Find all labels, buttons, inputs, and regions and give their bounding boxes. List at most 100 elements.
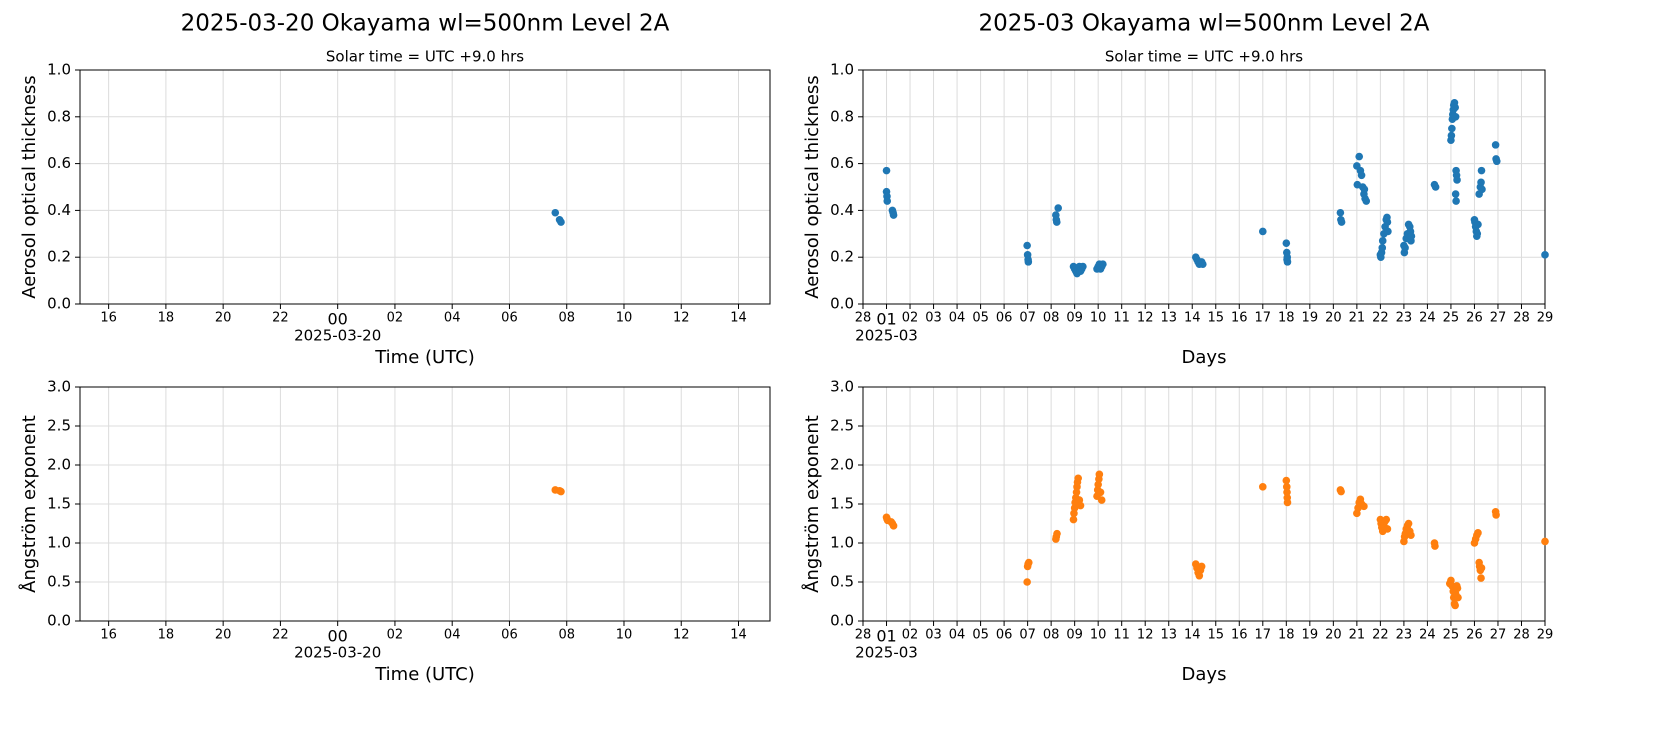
x-tick-label: 25 — [1443, 628, 1460, 643]
x-tick-label: 10 — [616, 628, 633, 643]
y-tick-label: 0.0 — [830, 612, 854, 630]
data-point — [1453, 176, 1461, 184]
x-tick-label: 23 — [1396, 628, 1413, 643]
x-tick-label: 24 — [1419, 311, 1436, 326]
date-annotation: 2025-03 — [855, 327, 918, 345]
x-tick-label: 18 — [158, 628, 175, 643]
data-point — [1079, 262, 1087, 271]
data-point — [1477, 178, 1485, 187]
x-tick-label: 28 — [855, 311, 872, 326]
y-tick-label: 2.5 — [830, 417, 854, 435]
data-point — [1199, 260, 1207, 269]
x-tick-label: 04 — [949, 311, 966, 326]
plot-frame — [79, 69, 771, 305]
x-tick-label: 28 — [1513, 628, 1530, 643]
x-tick-label: 00 — [327, 627, 347, 646]
data-point — [1096, 488, 1105, 497]
data-point — [1282, 483, 1291, 491]
data-point — [1454, 593, 1462, 602]
y-tick-label: 1.5 — [47, 495, 71, 513]
x-tick-label: 16 — [100, 628, 117, 643]
data-point — [889, 211, 898, 219]
data-point — [1337, 218, 1346, 226]
x-tick-label: 00 — [327, 310, 347, 329]
y-tick-label: 1.0 — [830, 61, 854, 79]
data-point — [1451, 601, 1459, 610]
x-tick-label: 08 — [558, 311, 575, 326]
date-annotation: 2025-03-20 — [294, 327, 381, 345]
x-tick-label: 16 — [1231, 311, 1248, 326]
x-tick-label: 02 — [902, 628, 919, 643]
data-point — [1258, 483, 1267, 491]
data-point — [1477, 166, 1486, 175]
x-tick-label: 18 — [1278, 628, 1295, 643]
data-point — [1453, 584, 1462, 593]
data-point — [1451, 103, 1459, 112]
data-point — [1336, 208, 1345, 217]
data-point — [1258, 227, 1267, 236]
x-tick-label: 07 — [1019, 628, 1036, 643]
x-tick-label: 05 — [972, 628, 989, 643]
x-tick-label: 20 — [215, 628, 232, 643]
x-tick-label: 19 — [1302, 628, 1319, 643]
data-point — [1448, 124, 1456, 133]
x-tick-label: 02 — [902, 311, 919, 326]
x-tick-label: 16 — [1231, 628, 1248, 643]
subplot: 2025-03-20 Okayama wl=500nm Level 2A Sola… — [19, 11, 771, 368]
x-tick-label: 15 — [1207, 628, 1224, 643]
x-axis-label: Time (UTC) — [374, 664, 475, 685]
x-tick-label: 16 — [100, 311, 117, 326]
data-point — [1431, 183, 1440, 191]
data-point — [557, 218, 565, 226]
y-tick-label: 0.4 — [47, 201, 71, 219]
x-tick-label: 25 — [1443, 311, 1460, 326]
y-tick-label: 0.2 — [830, 248, 854, 266]
data-point — [1451, 190, 1460, 198]
x-tick-label: 20 — [215, 311, 232, 326]
y-tick-label: 1.0 — [47, 61, 71, 79]
x-tick-label: 14 — [730, 311, 747, 326]
chart-title: 2025-03-20 Okayama wl=500nm Level 2A — [181, 11, 670, 37]
x-tick-label: 23 — [1396, 311, 1413, 326]
plot-frame — [79, 386, 771, 622]
y-tick-label: 3.0 — [47, 378, 71, 396]
y-tick-label: 1.0 — [47, 534, 71, 552]
data-point — [1337, 487, 1345, 496]
data-point — [1541, 251, 1549, 259]
data-point — [1357, 171, 1366, 180]
date-annotation: 2025-03 — [855, 644, 918, 662]
x-tick-label: 11 — [1113, 311, 1130, 326]
y-tick-label: 3.0 — [830, 378, 854, 396]
x-tick-label: 07 — [1019, 311, 1036, 326]
chart-subtitle: Solar time = UTC +9.0 hrs — [1105, 48, 1303, 66]
data-point — [1492, 511, 1500, 519]
x-tick-label: 12 — [673, 628, 690, 643]
chart-title: 2025-03 Okayama wl=500nm Level 2A — [978, 11, 1429, 37]
x-tick-label: 06 — [996, 628, 1013, 643]
data-point — [1492, 157, 1501, 166]
x-tick-label: 15 — [1207, 311, 1224, 326]
x-tick-label: 06 — [501, 311, 518, 326]
data-point — [1452, 197, 1460, 205]
y-tick-label: 0.2 — [47, 248, 71, 266]
data-point — [1478, 185, 1486, 194]
y-tick-label: 2.0 — [47, 456, 71, 474]
data-point — [1023, 578, 1031, 586]
x-tick-label: 17 — [1255, 628, 1272, 643]
x-tick-label: 18 — [1278, 311, 1295, 326]
y-tick-label: 0.4 — [830, 201, 854, 219]
data-point — [1052, 218, 1061, 226]
data-point — [1076, 501, 1085, 510]
chart-subtitle: Solar time = UTC +9.0 hrs — [326, 48, 524, 66]
y-axis-label: Ångström exponent — [18, 415, 40, 593]
x-tick-label: 18 — [158, 311, 175, 326]
y-tick-label: 2.0 — [830, 456, 854, 474]
data-point — [1401, 244, 1409, 252]
x-tick-label: 12 — [1137, 311, 1154, 326]
data-point — [1360, 185, 1369, 194]
x-tick-label: 14 — [1184, 311, 1201, 326]
y-tick-label: 0.0 — [47, 612, 71, 630]
x-tick-label: 22 — [1372, 311, 1389, 326]
x-tick-label: 06 — [996, 311, 1013, 326]
